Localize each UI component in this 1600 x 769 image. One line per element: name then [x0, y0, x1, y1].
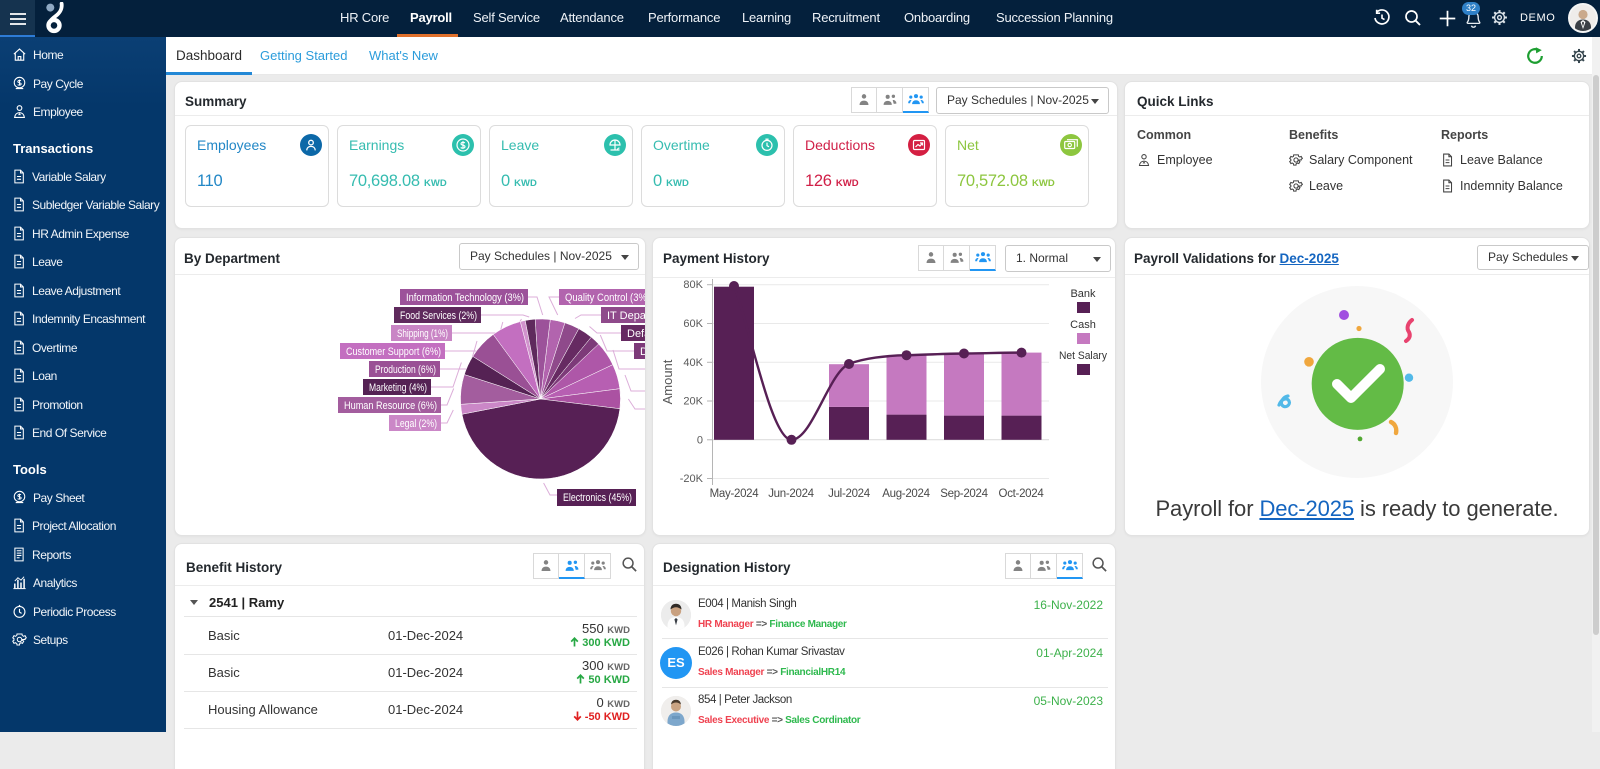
svg-text:IT Depart: IT Depart [607, 310, 645, 322]
svg-text:D: D [640, 346, 645, 358]
svg-text:Amount: Amount [660, 359, 675, 404]
svg-text:Information Technology (3%): Information Technology (3%) [406, 292, 524, 304]
svg-text:Electronics (45%): Electronics (45%) [563, 492, 632, 504]
svg-text:Defa: Defa [627, 328, 645, 340]
svg-text:Cash: Cash [1070, 319, 1096, 331]
svg-text:Net Salary: Net Salary [1059, 350, 1107, 362]
svg-text:0: 0 [697, 434, 703, 446]
svg-text:-20K: -20K [680, 473, 704, 485]
svg-text:Shipping (1%): Shipping (1%) [397, 328, 448, 340]
svg-text:40K: 40K [683, 357, 703, 369]
svg-text:Jul-2024: Jul-2024 [828, 488, 871, 500]
svg-text:20K: 20K [683, 396, 703, 408]
svg-text:60K: 60K [683, 318, 703, 330]
svg-text:Oct-2024: Oct-2024 [999, 488, 1045, 500]
svg-text:Aug-2024: Aug-2024 [882, 488, 930, 500]
svg-text:80K: 80K [683, 279, 703, 291]
svg-text:Customer Support (6%): Customer Support (6%) [346, 346, 441, 358]
svg-text:Jun-2024: Jun-2024 [768, 488, 814, 500]
svg-text:Marketing (4%): Marketing (4%) [369, 382, 427, 394]
svg-text:Legal (2%): Legal (2%) [395, 418, 437, 430]
svg-text:Quality Control (3%): Quality Control (3%) [565, 292, 645, 304]
svg-text:Bank: Bank [1070, 288, 1096, 300]
svg-text:Food Services (2%): Food Services (2%) [400, 310, 477, 322]
svg-text:Sep-2024: Sep-2024 [940, 488, 988, 500]
svg-text:Human Resource (6%): Human Resource (6%) [344, 400, 437, 412]
svg-text:Production (6%): Production (6%) [375, 364, 436, 376]
svg-text:May-2024: May-2024 [710, 488, 760, 500]
